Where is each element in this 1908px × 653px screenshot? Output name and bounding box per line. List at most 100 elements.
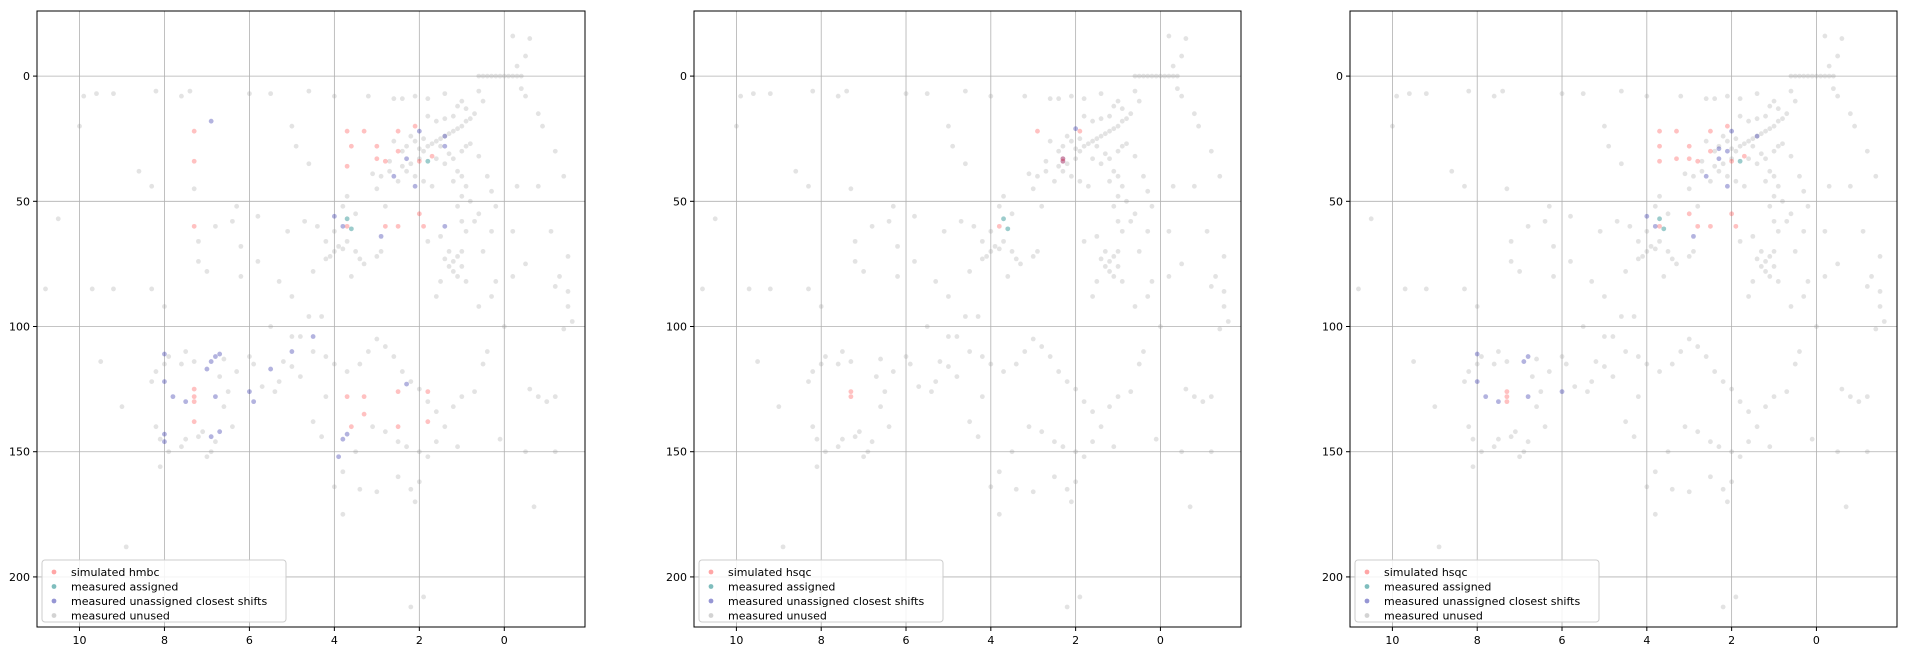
point-unused xyxy=(523,53,528,59)
point-unused xyxy=(1496,436,1501,442)
point-unused xyxy=(806,183,811,189)
point-unused xyxy=(886,424,892,430)
point-unused xyxy=(408,486,414,492)
point-unused xyxy=(823,354,828,359)
point-unused xyxy=(958,218,964,224)
point-unused xyxy=(399,96,405,102)
point-unused xyxy=(780,544,786,550)
point-unused xyxy=(1098,161,1104,167)
point-unused xyxy=(1809,436,1815,442)
point-unused xyxy=(391,96,397,102)
point-unused xyxy=(1196,123,1201,129)
point-unused xyxy=(412,93,418,99)
point-unused xyxy=(1462,286,1467,292)
point-unused xyxy=(136,168,142,174)
point-unused xyxy=(1843,504,1849,510)
point-unused xyxy=(1712,148,1718,154)
point-unused xyxy=(1635,394,1641,400)
legend-label: measured assigned xyxy=(1384,581,1491,594)
point-unused xyxy=(1763,259,1768,264)
point-unused xyxy=(1208,394,1214,400)
point-unused xyxy=(840,349,845,354)
point-unused xyxy=(1763,113,1768,119)
point-unused xyxy=(924,324,930,329)
point-unused xyxy=(810,88,816,94)
point-unused xyxy=(1631,314,1637,319)
point-unused xyxy=(1767,126,1773,132)
legend-box xyxy=(41,559,287,623)
point-unused xyxy=(459,218,465,224)
point-unused xyxy=(387,168,392,174)
point-unused xyxy=(1115,264,1121,269)
legend-marker-unassigned-closest xyxy=(708,598,714,604)
point-simulated xyxy=(1674,156,1679,162)
point-unassigned-closest xyxy=(404,381,409,387)
point-unused xyxy=(962,88,968,94)
point-unused xyxy=(565,304,571,309)
point-unused xyxy=(1141,173,1146,179)
point-unused xyxy=(289,294,295,299)
x-tick-label: 2 xyxy=(416,634,423,647)
point-unused xyxy=(1788,73,1794,79)
point-unused xyxy=(1712,369,1718,374)
point-unused xyxy=(1826,73,1832,79)
y-tick-label: 200 xyxy=(1322,571,1343,584)
point-unused xyxy=(979,256,985,262)
point-unused xyxy=(1669,486,1675,492)
point-unused xyxy=(1035,248,1040,254)
point-unused xyxy=(523,261,528,267)
point-unused xyxy=(1750,143,1756,149)
point-unassigned-closest xyxy=(1496,399,1501,405)
point-unused xyxy=(1081,143,1087,149)
point-unused xyxy=(1496,349,1501,354)
point-unused xyxy=(1826,63,1832,69)
point-unused xyxy=(1771,248,1777,254)
legend-marker-assigned xyxy=(708,584,714,589)
point-unused xyxy=(1788,88,1794,94)
point-unused xyxy=(1737,238,1743,244)
point-unused xyxy=(835,444,841,450)
point-unused xyxy=(1635,238,1641,244)
point-unused xyxy=(1618,314,1624,319)
x-tick-label: 10 xyxy=(729,634,743,647)
point-unused xyxy=(1686,186,1692,192)
point-unused xyxy=(1602,123,1607,129)
point-unused xyxy=(1644,228,1650,234)
point-simulated xyxy=(848,394,854,400)
point-unused xyxy=(370,424,375,430)
point-unused xyxy=(331,484,337,490)
point-unused xyxy=(204,269,210,274)
point-unused xyxy=(767,91,773,97)
point-unused xyxy=(1737,143,1743,149)
point-unused xyxy=(1470,464,1476,470)
point-unused xyxy=(848,359,854,364)
point-unused xyxy=(895,243,900,249)
point-unused xyxy=(187,88,193,94)
point-unused xyxy=(1141,73,1146,79)
point-unused xyxy=(924,91,930,97)
point-unassigned-closest xyxy=(1474,351,1480,357)
point-unassigned-closest xyxy=(1716,156,1722,162)
x-tick-label: 4 xyxy=(331,634,338,647)
point-unused xyxy=(903,91,909,97)
point-unused xyxy=(433,118,439,124)
point-unused xyxy=(162,304,167,309)
legend-marker-assigned xyxy=(51,584,57,589)
point-unused xyxy=(1534,404,1539,410)
point-unused xyxy=(442,256,448,262)
point-unused xyxy=(1775,228,1781,234)
point-unused xyxy=(404,168,409,174)
point-unused xyxy=(1784,111,1790,117)
point-unused xyxy=(806,286,811,292)
point-unused xyxy=(357,256,363,262)
point-unused xyxy=(793,168,799,174)
point-unused xyxy=(1145,294,1151,299)
point-unused xyxy=(476,153,482,159)
point-unassigned-closest xyxy=(1525,354,1531,359)
point-unused xyxy=(852,238,858,244)
point-unused xyxy=(1119,228,1125,234)
point-unused xyxy=(1559,354,1565,359)
point-unused xyxy=(1132,211,1138,217)
point-unused xyxy=(340,469,346,475)
point-unused xyxy=(527,386,533,392)
